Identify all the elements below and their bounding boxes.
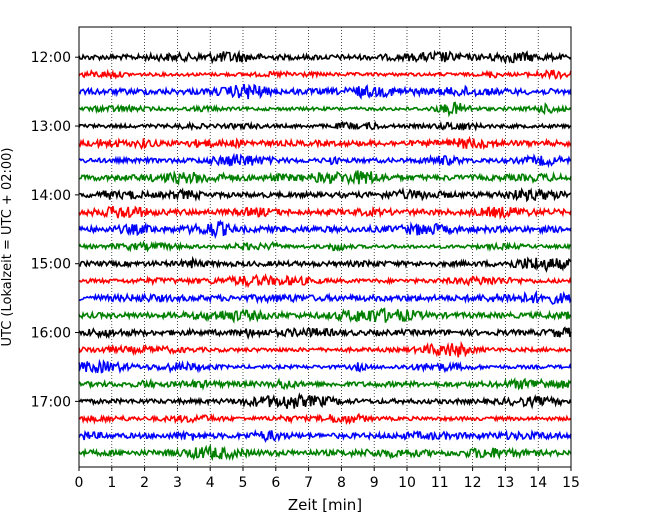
x-tick-label: 4 [206,475,215,491]
trace-15-00 [78,255,572,273]
trace-15-15 [78,273,572,289]
plot-frame [78,26,572,468]
x-tick-label: 13 [496,475,514,491]
x-tick-label: 7 [304,475,313,491]
trace-17-00 [78,392,572,410]
x-tick-label: 10 [398,475,416,491]
y-tick-label: 14:00 [31,188,71,204]
x-tick-label: 12 [464,475,482,491]
x-tick-label: 5 [239,475,248,491]
y-tick-label: 13:00 [31,119,71,135]
trace-16-15 [78,340,572,358]
seismic-traces [78,49,572,462]
x-tick-label: 11 [431,475,449,491]
trace-12-00 [78,49,572,65]
x-tick-label: 3 [173,475,182,491]
trace-12-30 [78,83,572,101]
x-axis-label: Zeit [min] [288,496,362,514]
trace-14-30 [78,219,572,240]
y-tick-label: 15:00 [31,257,71,273]
trace-15-30 [78,289,572,305]
trace-16-00 [78,326,572,340]
trace-14-00 [78,186,572,203]
trace-13-45 [78,169,572,187]
trace-17-45 [78,444,572,462]
trace-17-30 [78,428,572,443]
x-tick-label: 0 [75,475,84,491]
trace-16-30 [78,358,572,375]
x-tick-label: 9 [370,475,379,491]
trace-14-15 [78,205,572,220]
y-tick-label: 17:00 [31,394,71,410]
y-tick-label: 12:00 [31,50,71,66]
y-axis-label: UTC (Lokalzeit = UTC + 02:00) [0,148,15,347]
x-axis-ticks: 0 1 2 3 4 5 6 7 8 9 10 11 12 13 14 15 [75,467,580,491]
y-tick-label: 16:00 [31,326,71,342]
x-tick-label: 15 [562,475,580,491]
trace-16-45 [78,377,572,391]
trace-14-45 [78,240,572,253]
trace-13-15 [78,135,572,151]
x-tick-label: 1 [107,475,116,491]
trace-13-30 [78,152,572,169]
trace-13-00 [78,120,572,132]
x-tick-label: 8 [337,475,346,491]
trace-12-15 [78,68,572,81]
trace-15-45 [78,307,572,324]
x-tick-label: 2 [140,475,149,491]
vertical-gridlines [111,27,539,467]
trace-17-15 [78,412,572,425]
x-tick-label: 6 [271,475,280,491]
trace-12-45 [78,101,572,118]
x-tick-label: 14 [529,475,547,491]
y-axis-ticks: 12:00 13:00 14:00 15:00 16:00 17:00 [31,50,79,410]
